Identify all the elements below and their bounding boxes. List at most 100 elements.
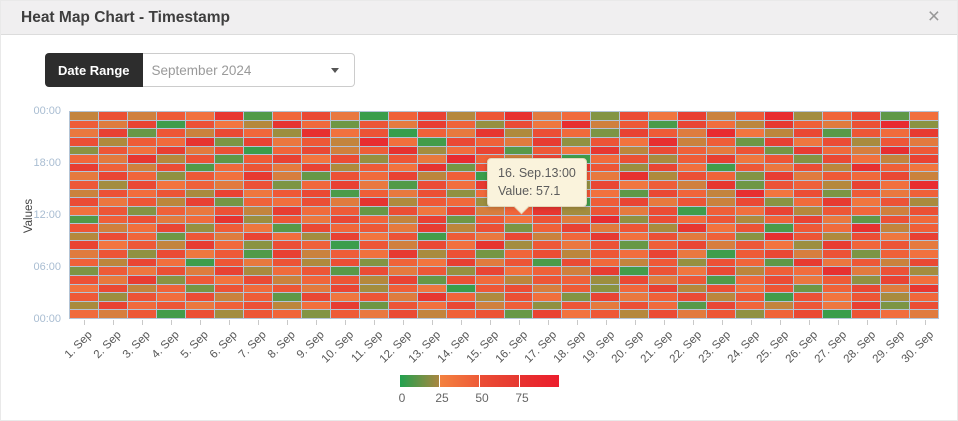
heatmap-cell[interactable] (185, 232, 214, 241)
heatmap-cell[interactable] (127, 284, 156, 293)
heatmap-cell[interactable] (214, 232, 243, 241)
heatmap-cell[interactable] (243, 310, 272, 318)
heatmap-cell[interactable] (272, 146, 301, 155)
heatmap-cell[interactable] (620, 267, 649, 275)
heatmap-cell[interactable] (330, 155, 359, 163)
heatmap-cell[interactable] (301, 155, 330, 163)
heatmap-cell[interactable] (620, 215, 649, 224)
heatmap-cell[interactable] (359, 232, 388, 241)
heatmap-cell[interactable] (562, 232, 591, 241)
heatmap-cell[interactable] (388, 112, 417, 120)
heatmap-cell[interactable] (359, 241, 388, 249)
heatmap-cell[interactable] (301, 250, 330, 258)
heatmap-cell[interactable] (591, 250, 620, 258)
heatmap-cell[interactable] (272, 172, 301, 180)
heatmap-cell[interactable] (504, 293, 533, 301)
heatmap-cell[interactable] (330, 267, 359, 275)
heatmap-cell[interactable] (475, 129, 504, 137)
heatmap-cell[interactable] (475, 250, 504, 258)
heatmap-cell[interactable] (127, 232, 156, 241)
heatmap-cell[interactable] (678, 310, 707, 318)
heatmap-cell[interactable] (649, 181, 678, 189)
heatmap-cell[interactable] (272, 224, 301, 232)
heatmap-cell[interactable] (794, 293, 823, 301)
heatmap-cell[interactable] (475, 112, 504, 120)
heatmap-cell[interactable] (591, 215, 620, 224)
heatmap-cell[interactable] (156, 224, 185, 232)
heatmap-cell[interactable] (881, 163, 910, 172)
heatmap-cell[interactable] (823, 275, 852, 284)
heatmap-cell[interactable] (678, 189, 707, 198)
heatmap-cell[interactable] (649, 198, 678, 206)
heatmap-cell[interactable] (823, 112, 852, 120)
heatmap-cell[interactable] (214, 224, 243, 232)
heatmap-cell[interactable] (852, 206, 881, 215)
heatmap-cell[interactable] (620, 129, 649, 137)
heatmap-cell[interactable] (156, 232, 185, 241)
heatmap-cell[interactable] (330, 275, 359, 284)
heatmap-cell[interactable] (475, 258, 504, 267)
heatmap-cell[interactable] (417, 232, 446, 241)
heatmap-cell[interactable] (185, 250, 214, 258)
heatmap-cell[interactable] (243, 137, 272, 146)
heatmap-cell[interactable] (301, 267, 330, 275)
heatmap-cell[interactable] (446, 284, 475, 293)
heatmap-cell[interactable] (185, 224, 214, 232)
heatmap-cell[interactable] (156, 172, 185, 180)
heatmap-cell[interactable] (446, 310, 475, 318)
heatmap-cell[interactable] (475, 301, 504, 310)
heatmap-cell[interactable] (562, 224, 591, 232)
heatmap-cell[interactable] (707, 215, 736, 224)
heatmap-cell[interactable] (678, 198, 707, 206)
heatmap-cell[interactable] (127, 120, 156, 129)
heatmap-cell[interactable] (707, 301, 736, 310)
heatmap-cell[interactable] (910, 172, 938, 180)
heatmap-cell[interactable] (562, 146, 591, 155)
heatmap-cell[interactable] (591, 232, 620, 241)
heatmap-cell[interactable] (620, 155, 649, 163)
heatmap-cell[interactable] (127, 224, 156, 232)
heatmap-cell[interactable] (649, 206, 678, 215)
heatmap-cell[interactable] (823, 224, 852, 232)
heatmap-cell[interactable] (794, 241, 823, 249)
heatmap-cell[interactable] (707, 112, 736, 120)
heatmap-cell[interactable] (446, 189, 475, 198)
heatmap-cell[interactable] (678, 241, 707, 249)
heatmap-cell[interactable] (591, 163, 620, 172)
heatmap-cell[interactable] (185, 310, 214, 318)
heatmap-cell[interactable] (881, 310, 910, 318)
heatmap-cell[interactable] (243, 112, 272, 120)
heatmap-cell[interactable] (272, 293, 301, 301)
heatmap-cell[interactable] (910, 224, 938, 232)
heatmap-cell[interactable] (649, 215, 678, 224)
heatmap-cell[interactable] (388, 189, 417, 198)
heatmap-cell[interactable] (359, 267, 388, 275)
heatmap-cell[interactable] (678, 275, 707, 284)
heatmap-cell[interactable] (707, 181, 736, 189)
heatmap-cell[interactable] (823, 206, 852, 215)
heatmap-cell[interactable] (301, 172, 330, 180)
heatmap-cell[interactable] (127, 181, 156, 189)
heatmap-cell[interactable] (794, 284, 823, 293)
heatmap-cell[interactable] (330, 112, 359, 120)
heatmap-cell[interactable] (475, 206, 504, 215)
heatmap-cell[interactable] (214, 206, 243, 215)
heatmap-cell[interactable] (881, 189, 910, 198)
heatmap-cell[interactable] (881, 112, 910, 120)
heatmap-cell[interactable] (678, 250, 707, 258)
heatmap-cell[interactable] (127, 146, 156, 155)
heatmap-cell[interactable] (736, 172, 765, 180)
heatmap-cell[interactable] (852, 137, 881, 146)
heatmap-cell[interactable] (243, 120, 272, 129)
heatmap-cell[interactable] (736, 129, 765, 137)
heatmap-cell[interactable] (736, 284, 765, 293)
heatmap-cell[interactable] (707, 310, 736, 318)
heatmap-cell[interactable] (156, 293, 185, 301)
heatmap-cell[interactable] (156, 284, 185, 293)
heatmap-cell[interactable] (214, 129, 243, 137)
heatmap-cell[interactable] (823, 137, 852, 146)
heatmap-cell[interactable] (185, 241, 214, 249)
heatmap-cell[interactable] (98, 267, 127, 275)
heatmap-cell[interactable] (533, 129, 562, 137)
heatmap-cell[interactable] (765, 206, 794, 215)
